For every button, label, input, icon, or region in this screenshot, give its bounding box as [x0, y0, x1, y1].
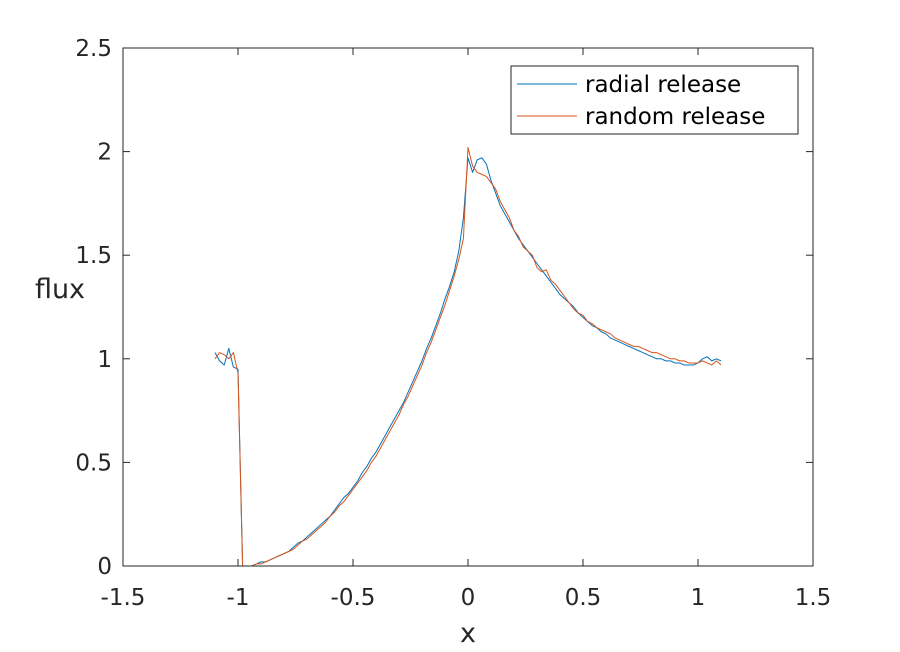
y-tick-label: 1 — [97, 347, 112, 373]
axes: -1.5 -1 -0.5 0 0.5 1 1.5 0 0.5 1 1.5 2 2.5 — [75, 36, 831, 611]
x-tick-label: 1 — [691, 585, 706, 611]
legend-entry-label: random release — [585, 104, 765, 130]
y-tick-label: 1.5 — [75, 243, 112, 269]
y-tick-label: 2.5 — [75, 36, 112, 62]
y-tick-label: 0 — [97, 554, 112, 580]
y-axis-label: flux — [35, 274, 85, 305]
x-tick-label: 1.5 — [795, 585, 832, 611]
x-tick-label: 0.5 — [565, 585, 602, 611]
axes-box — [122, 47, 814, 567]
series-line-radial-release — [214, 157, 722, 567]
series-line-random-release — [214, 146, 722, 567]
x-tick-label: -1 — [227, 585, 250, 611]
x-tick-label: -0.5 — [331, 585, 376, 611]
y-tick-label: 2 — [97, 140, 112, 166]
y-tick-label: 0.5 — [75, 450, 112, 476]
legend-box — [510, 65, 799, 135]
legend-entry-label: radial release — [585, 72, 741, 98]
x-tick-label: -1.5 — [101, 585, 146, 611]
x-axis-label: x — [460, 618, 476, 649]
legend: radial release random release — [510, 65, 799, 135]
plot-series — [214, 146, 722, 567]
x-tick-label: 0 — [461, 585, 476, 611]
